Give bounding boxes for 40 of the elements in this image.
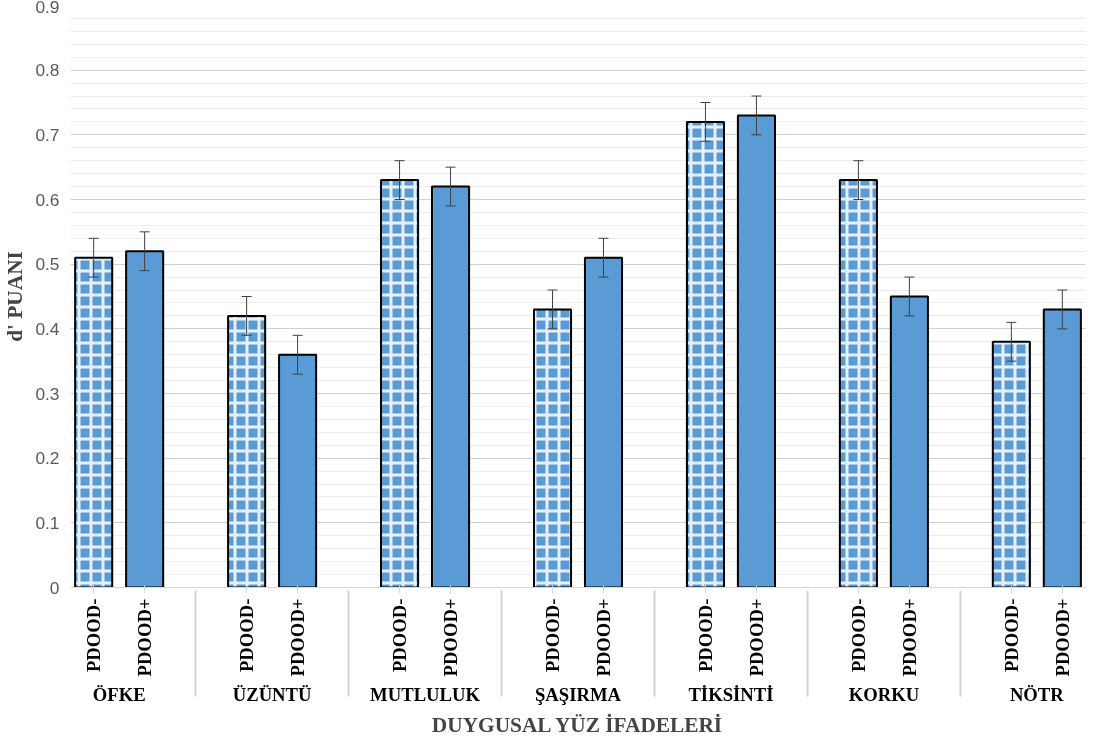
x-tick-label: ŞAŞIRMA — [534, 684, 622, 706]
y-tick-label: 0.2 — [35, 448, 60, 469]
x-tick-label: ÜZÜNTÜ — [232, 684, 313, 706]
y-tick-label: 0.5 — [35, 254, 60, 275]
text: PDOOD- — [83, 598, 105, 673]
y-tick-label: 0.8 — [35, 60, 60, 81]
text: PDOOD- — [389, 598, 411, 673]
x-tick-label: ÖFKE — [92, 684, 146, 706]
text: PDOOD+ — [134, 598, 156, 677]
x-axis-title: DUYGUSAL YÜZ İFADELERİ — [431, 713, 723, 738]
y-tick-label: 0 — [49, 577, 60, 598]
text: PDOOD+ — [592, 598, 614, 677]
x-tick-label: NÖTR — [1009, 684, 1065, 706]
bar — [278, 353, 318, 588]
bar — [1042, 308, 1082, 588]
x-tick-label: KORKU — [848, 684, 920, 706]
text: PDOOD- — [847, 598, 869, 673]
y-tick-label: 0.1 — [35, 512, 60, 533]
y-tick-label: 0.6 — [35, 189, 60, 210]
bar — [736, 114, 776, 588]
y-tick-label: 0.7 — [35, 124, 60, 145]
bar — [125, 250, 165, 588]
text: PDOOD+ — [1051, 598, 1073, 677]
y-tick-label: 0.4 — [35, 318, 60, 339]
y-axis-title: d' PUANI — [3, 251, 28, 342]
text: PDOOD+ — [898, 598, 920, 677]
bar — [431, 185, 471, 588]
text: PDOOD- — [1000, 598, 1022, 673]
y-tick-label: 0.9 — [35, 0, 60, 17]
text: PDOOD+ — [440, 598, 462, 677]
text: PDOOD+ — [287, 598, 309, 677]
text: PDOOD- — [694, 598, 716, 673]
bar — [889, 295, 929, 588]
y-tick-label: 0.3 — [35, 383, 60, 404]
text: PDOOD- — [236, 598, 258, 673]
x-tick-label: TİKSİNTİ — [688, 684, 774, 706]
bar — [583, 256, 624, 588]
text: PDOOD- — [542, 598, 564, 673]
x-tick-label: MUTLULUK — [370, 684, 481, 706]
text: PDOOD+ — [745, 598, 767, 677]
